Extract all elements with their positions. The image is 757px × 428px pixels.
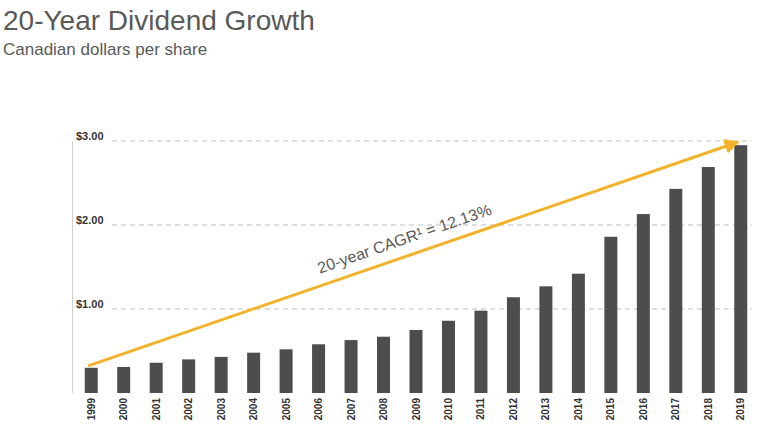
grid [112,141,752,309]
bar [572,274,585,393]
x-tick: 2016 [638,396,649,420]
bar [442,321,455,393]
x-tick: 2013 [540,396,551,420]
bars [85,145,748,393]
x-tick-label: 1999 [86,398,97,421]
y-axis-line [72,142,73,394]
bar [507,297,520,393]
grid-line [112,141,752,142]
x-tick: 2015 [605,396,616,420]
x-tick: 2011 [475,396,486,420]
bar [669,189,682,393]
x-tick-label: 2010 [443,398,454,421]
x-tick: 2006 [313,396,324,420]
x-tick-label: 2007 [346,398,357,421]
bar [182,359,195,393]
y-tick-label: $1.00 [76,298,104,310]
x-tick: 2000 [118,396,129,420]
bar [734,145,747,393]
x-tick-label: 2001 [151,398,162,421]
x-tick-label: 2005 [281,398,292,421]
x-tick-label: 2006 [313,398,324,421]
x-tick: 2014 [573,396,584,420]
x-tick: 1999 [86,396,97,420]
x-tick: 2002 [183,396,194,420]
y-tick-label: $2.00 [76,214,104,226]
bar [280,349,293,393]
x-tick: 2005 [281,396,292,420]
annotation: 20-year CAGR¹ = 12.13% [315,201,493,277]
x-tick-label: 2003 [216,398,227,421]
x-tick: 2003 [216,396,227,420]
x-tick-label: 2017 [670,398,681,421]
x-tick: 2007 [346,396,357,420]
bar [215,357,228,393]
x-tick: 2001 [151,396,162,420]
x-tick: 2004 [248,396,259,420]
x-tick: 2019 [735,396,746,420]
x-tick-label: 2014 [573,398,584,421]
x-tick: 2008 [378,396,389,420]
x-tick-label: 2015 [605,398,616,421]
x-tick-label: 2013 [540,398,551,421]
x-tick-label: 2002 [183,398,194,421]
bar [377,337,390,393]
bar [474,311,487,393]
y-tick-label: $3.00 [76,130,104,142]
bar [117,367,130,393]
x-tick-label: 2016 [638,398,649,421]
x-tick-label: 2000 [118,398,129,421]
y-tick: $2.00 [72,214,104,226]
x-tick: 2018 [703,396,714,420]
y-tick: $1.00 [72,298,104,310]
bar [150,363,163,393]
x-tick-label: 2018 [703,398,714,421]
x-tick-label: 2008 [378,398,389,421]
bar [604,237,617,393]
y-tick: $3.00 [72,130,104,142]
bar [85,368,98,393]
x-tick-label: 2004 [248,398,259,421]
trend-arrow [88,143,737,366]
bar [345,340,358,393]
bar [312,344,325,393]
x-tick-label: 2011 [475,398,486,420]
x-tick-label: 2019 [735,398,746,421]
bar [539,286,552,393]
x-axis: 1999 2000 2001 2002 2003 2004 2005 2006 2007 2008… [86,396,747,420]
grid-line [112,309,752,310]
y-axis: $1.00 $2.00 $3.00 [72,130,104,393]
x-tick: 2017 [670,396,681,420]
x-tick: 2012 [508,396,519,420]
bar [637,214,650,393]
bar [247,353,260,393]
title: 20-Year Dividend Growth [3,5,315,36]
subtitle: Canadian dollars per share [3,40,207,59]
bar [410,330,423,393]
chart: 20-Year Dividend Growth Canadian dollars … [0,0,757,428]
x-tick-label: 2012 [508,398,519,421]
x-tick: 2009 [411,396,422,420]
x-tick-label: 2009 [411,398,422,421]
bar [702,167,715,393]
x-tick: 2010 [443,396,454,420]
